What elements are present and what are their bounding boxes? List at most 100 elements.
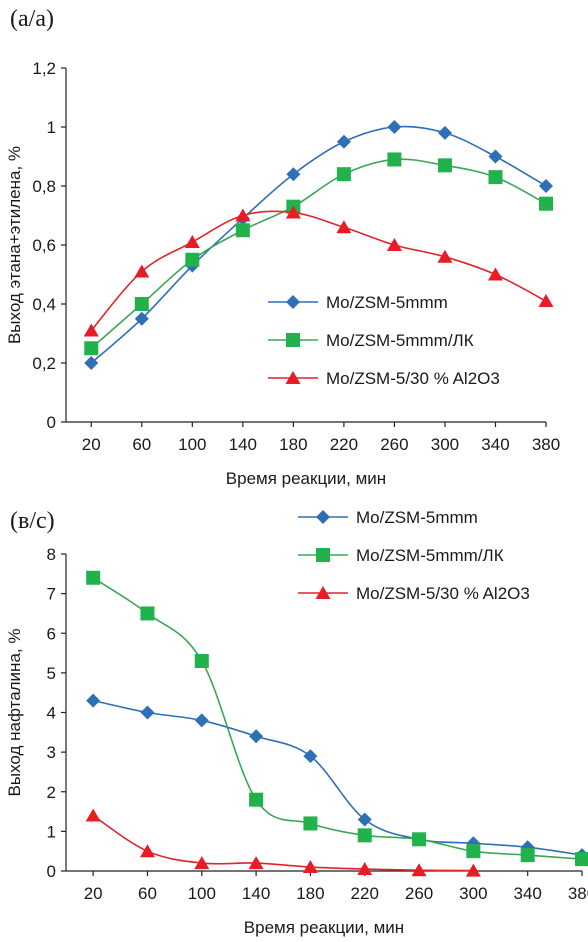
x-tick-label: 100 — [178, 435, 206, 454]
data-point — [386, 238, 402, 251]
data-point — [134, 264, 150, 278]
data-point — [488, 149, 503, 164]
data-point — [248, 856, 264, 870]
series-line — [92, 577, 583, 860]
legend-marker — [316, 510, 330, 524]
y-tick-label: 0,2 — [32, 354, 56, 373]
data-point — [249, 792, 264, 807]
x-tick-label: 20 — [82, 435, 101, 454]
y-tick-label: 4 — [47, 704, 56, 723]
data-point — [85, 808, 101, 822]
y-axis-title: Выход этана+этилена, % — [5, 146, 24, 344]
data-point — [249, 729, 264, 744]
x-axis-title: Время реакции, мин — [226, 469, 386, 488]
y-tick-label: 0,4 — [32, 295, 56, 314]
x-tick-label: 20 — [84, 884, 103, 903]
x-tick-label: 260 — [380, 435, 408, 454]
data-point — [465, 863, 481, 877]
data-point — [437, 158, 452, 173]
y-tick-label: 0,6 — [32, 236, 56, 255]
y-tick-label: 0 — [47, 862, 56, 881]
y-tick-label: 5 — [47, 664, 56, 683]
x-tick-label: 260 — [405, 884, 433, 903]
data-point — [357, 862, 373, 876]
x-tick-label: 60 — [132, 435, 151, 454]
x-tick-label: 100 — [188, 884, 216, 903]
data-point — [83, 323, 99, 337]
data-point — [184, 235, 200, 249]
legend-marker — [315, 586, 331, 599]
x-tick-label: 140 — [242, 884, 270, 903]
panel-a-label: (а/a) — [10, 6, 54, 32]
legend: Mo/ZSM-5mmm Mo/ZSM-5mmm/ЛК Mo/ZSM-5/30 % A… — [298, 508, 530, 603]
y-tick-label: 8 — [47, 545, 56, 564]
series-3 — [85, 808, 481, 877]
x-tick-label: 380 — [568, 884, 588, 903]
data-point — [140, 606, 155, 621]
y-tick-label: 1,2 — [32, 59, 56, 78]
y-tick-label: 2 — [47, 783, 56, 802]
data-point — [139, 844, 155, 858]
legend-label: Mo/ZSM-5mmm — [326, 293, 448, 312]
data-point — [86, 693, 101, 708]
data-point — [538, 294, 554, 308]
data-point — [539, 196, 553, 211]
series-line — [90, 125, 547, 364]
y-axis-title: Выход нафталина, % — [5, 629, 24, 797]
data-point — [412, 832, 427, 847]
x-tick-label: 180 — [279, 435, 307, 454]
y-tick-label: 1 — [47, 822, 56, 841]
legend-label: Mo/ZSM-5mmm — [356, 508, 478, 527]
data-point — [357, 812, 372, 827]
legend-marker — [316, 548, 330, 562]
series-2 — [86, 570, 588, 867]
x-tick-label: 340 — [513, 884, 541, 903]
series-line — [90, 158, 547, 349]
data-point — [336, 220, 352, 234]
series-1 — [84, 120, 553, 370]
data-point — [134, 311, 149, 326]
chart-a: 0 0,2 0,4 0,6 0,8 1 1,2 20 60 100 140 180 220 260 300 3… — [5, 59, 560, 488]
x-tick-label: 180 — [296, 884, 324, 903]
x-tick-label: 60 — [138, 884, 157, 903]
y-tick-label: 0 — [47, 413, 56, 432]
data-point — [466, 844, 481, 859]
data-point — [134, 297, 149, 311]
data-point — [84, 341, 99, 356]
data-point — [235, 223, 250, 238]
data-point — [487, 267, 503, 281]
series-3 — [83, 205, 554, 337]
data-point — [437, 249, 453, 263]
data-point — [140, 705, 155, 720]
data-point — [194, 653, 209, 668]
x-tick-label: 340 — [481, 435, 509, 454]
x-tick-label: 220 — [351, 884, 379, 903]
legend-label: Mo/ZSM-5mmm/ЛК — [326, 331, 474, 350]
data-point — [437, 125, 452, 140]
series-line — [92, 699, 583, 856]
legend-label: Mo/ZSM-5/30 % Al2O3 — [356, 584, 530, 603]
x-tick-label: 380 — [532, 435, 560, 454]
data-point — [336, 134, 351, 149]
legend-marker — [286, 295, 300, 309]
data-point — [302, 860, 318, 874]
data-point — [520, 848, 535, 863]
legend: Mo/ZSM-5mmm Mo/ZSM-5mmm/ЛК Mo/ZSM-5/30 % A… — [268, 293, 500, 388]
data-point — [539, 179, 553, 193]
data-point — [303, 816, 318, 831]
x-axis-title: Время реакции, мин — [244, 918, 404, 937]
chart-c: 0 1 2 3 4 5 6 7 8 20 60 100 140 180 220 260 300 340 380 Вре… — [5, 508, 588, 937]
series-1 — [86, 693, 588, 863]
x-tick-label: 300 — [459, 884, 487, 903]
data-point — [575, 852, 588, 867]
data-point — [411, 863, 427, 877]
data-point — [235, 208, 251, 222]
y-tick-label: 3 — [47, 743, 56, 762]
legend-label: Mo/ZSM-5mmm/ЛК — [356, 546, 504, 565]
data-point — [387, 120, 402, 134]
data-point — [336, 167, 351, 182]
data-point — [194, 856, 210, 870]
data-point — [387, 152, 402, 167]
data-point — [84, 356, 99, 370]
